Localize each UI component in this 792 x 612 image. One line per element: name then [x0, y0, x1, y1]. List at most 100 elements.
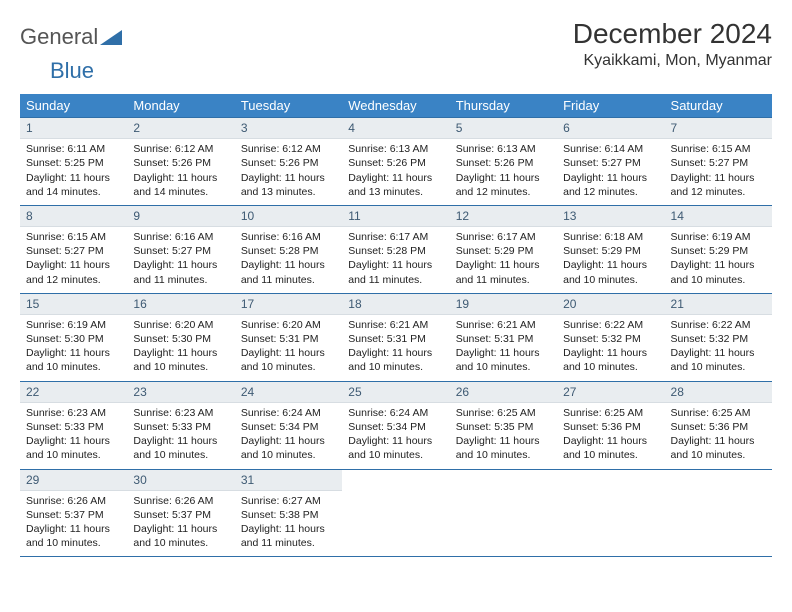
- brand-part1: General: [20, 24, 98, 50]
- brand-part2: Blue: [20, 58, 94, 83]
- sunrise-line: Sunrise: 6:24 AM: [241, 406, 336, 420]
- daylight-line: Daylight: 11 hours and 10 minutes.: [348, 346, 443, 374]
- day-number: 8: [20, 206, 127, 227]
- day-body: Sunrise: 6:21 AMSunset: 5:31 PMDaylight:…: [342, 315, 449, 381]
- day-body: Sunrise: 6:13 AMSunset: 5:26 PMDaylight:…: [342, 139, 449, 205]
- sunset-line: Sunset: 5:30 PM: [133, 332, 228, 346]
- sunrise-line: Sunrise: 6:25 AM: [671, 406, 766, 420]
- day-body: Sunrise: 6:18 AMSunset: 5:29 PMDaylight:…: [557, 227, 664, 293]
- calendar-day-cell: [450, 469, 557, 557]
- daylight-line: Daylight: 11 hours and 13 minutes.: [348, 171, 443, 199]
- sunrise-line: Sunrise: 6:17 AM: [456, 230, 551, 244]
- daylight-line: Daylight: 11 hours and 10 minutes.: [241, 346, 336, 374]
- sunset-line: Sunset: 5:30 PM: [26, 332, 121, 346]
- day-body: Sunrise: 6:20 AMSunset: 5:30 PMDaylight:…: [127, 315, 234, 381]
- day-body: Sunrise: 6:21 AMSunset: 5:31 PMDaylight:…: [450, 315, 557, 381]
- sunset-line: Sunset: 5:32 PM: [671, 332, 766, 346]
- day-body: Sunrise: 6:24 AMSunset: 5:34 PMDaylight:…: [235, 403, 342, 469]
- calendar-day-cell: 14Sunrise: 6:19 AMSunset: 5:29 PMDayligh…: [665, 205, 772, 293]
- calendar-day-cell: 19Sunrise: 6:21 AMSunset: 5:31 PMDayligh…: [450, 293, 557, 381]
- calendar-day-cell: 31Sunrise: 6:27 AMSunset: 5:38 PMDayligh…: [235, 469, 342, 557]
- day-number: 9: [127, 206, 234, 227]
- calendar-day-cell: 2Sunrise: 6:12 AMSunset: 5:26 PMDaylight…: [127, 118, 234, 206]
- day-body: Sunrise: 6:14 AMSunset: 5:27 PMDaylight:…: [557, 139, 664, 205]
- sunset-line: Sunset: 5:32 PM: [563, 332, 658, 346]
- sunset-line: Sunset: 5:27 PM: [26, 244, 121, 258]
- sunrise-line: Sunrise: 6:22 AM: [671, 318, 766, 332]
- calendar-week-row: 29Sunrise: 6:26 AMSunset: 5:37 PMDayligh…: [20, 469, 772, 557]
- title-block: December 2024 Kyaikkami, Mon, Myanmar: [573, 18, 772, 70]
- calendar-day-cell: 7Sunrise: 6:15 AMSunset: 5:27 PMDaylight…: [665, 118, 772, 206]
- daylight-line: Daylight: 11 hours and 11 minutes.: [133, 258, 228, 286]
- daylight-line: Daylight: 11 hours and 10 minutes.: [241, 434, 336, 462]
- calendar-day-cell: 28Sunrise: 6:25 AMSunset: 5:36 PMDayligh…: [665, 381, 772, 469]
- sunset-line: Sunset: 5:28 PM: [241, 244, 336, 258]
- calendar-week-row: 8Sunrise: 6:15 AMSunset: 5:27 PMDaylight…: [20, 205, 772, 293]
- sunrise-line: Sunrise: 6:24 AM: [348, 406, 443, 420]
- day-body: Sunrise: 6:25 AMSunset: 5:36 PMDaylight:…: [557, 403, 664, 469]
- day-number: 13: [557, 206, 664, 227]
- sunrise-line: Sunrise: 6:17 AM: [348, 230, 443, 244]
- calendar-day-cell: 6Sunrise: 6:14 AMSunset: 5:27 PMDaylight…: [557, 118, 664, 206]
- sunrise-line: Sunrise: 6:16 AM: [241, 230, 336, 244]
- day-body: Sunrise: 6:15 AMSunset: 5:27 PMDaylight:…: [20, 227, 127, 293]
- sunrise-line: Sunrise: 6:23 AM: [133, 406, 228, 420]
- sunset-line: Sunset: 5:29 PM: [671, 244, 766, 258]
- day-number: 14: [665, 206, 772, 227]
- calendar-day-cell: 10Sunrise: 6:16 AMSunset: 5:28 PMDayligh…: [235, 205, 342, 293]
- sunset-line: Sunset: 5:26 PM: [133, 156, 228, 170]
- sunrise-line: Sunrise: 6:12 AM: [133, 142, 228, 156]
- sunrise-line: Sunrise: 6:20 AM: [241, 318, 336, 332]
- daylight-line: Daylight: 11 hours and 11 minutes.: [241, 522, 336, 550]
- day-body: Sunrise: 6:12 AMSunset: 5:26 PMDaylight:…: [127, 139, 234, 205]
- sunset-line: Sunset: 5:26 PM: [348, 156, 443, 170]
- day-number: 28: [665, 382, 772, 403]
- daylight-line: Daylight: 11 hours and 10 minutes.: [563, 258, 658, 286]
- sunrise-line: Sunrise: 6:21 AM: [348, 318, 443, 332]
- day-body: Sunrise: 6:19 AMSunset: 5:30 PMDaylight:…: [20, 315, 127, 381]
- sunset-line: Sunset: 5:36 PM: [563, 420, 658, 434]
- day-number: 26: [450, 382, 557, 403]
- sunset-line: Sunset: 5:31 PM: [348, 332, 443, 346]
- day-body: Sunrise: 6:24 AMSunset: 5:34 PMDaylight:…: [342, 403, 449, 469]
- daylight-line: Daylight: 11 hours and 11 minutes.: [241, 258, 336, 286]
- daylight-line: Daylight: 11 hours and 12 minutes.: [563, 171, 658, 199]
- day-number: 20: [557, 294, 664, 315]
- sunrise-line: Sunrise: 6:25 AM: [563, 406, 658, 420]
- sunset-line: Sunset: 5:31 PM: [241, 332, 336, 346]
- day-number: 3: [235, 118, 342, 139]
- daylight-line: Daylight: 11 hours and 10 minutes.: [671, 258, 766, 286]
- day-number: 12: [450, 206, 557, 227]
- calendar-day-cell: 25Sunrise: 6:24 AMSunset: 5:34 PMDayligh…: [342, 381, 449, 469]
- sunrise-line: Sunrise: 6:14 AM: [563, 142, 658, 156]
- day-number: 11: [342, 206, 449, 227]
- day-number: 21: [665, 294, 772, 315]
- day-number: 31: [235, 470, 342, 491]
- daylight-line: Daylight: 11 hours and 10 minutes.: [26, 434, 121, 462]
- daylight-line: Daylight: 11 hours and 12 minutes.: [456, 171, 551, 199]
- day-body: Sunrise: 6:27 AMSunset: 5:38 PMDaylight:…: [235, 491, 342, 557]
- day-number: 1: [20, 118, 127, 139]
- brand-logo: General: [20, 18, 122, 50]
- calendar-body: 1Sunrise: 6:11 AMSunset: 5:25 PMDaylight…: [20, 118, 772, 557]
- weekday-header: Thursday: [450, 94, 557, 118]
- weekday-header: Monday: [127, 94, 234, 118]
- day-body: Sunrise: 6:25 AMSunset: 5:35 PMDaylight:…: [450, 403, 557, 469]
- calendar-day-cell: 24Sunrise: 6:24 AMSunset: 5:34 PMDayligh…: [235, 381, 342, 469]
- day-number: 30: [127, 470, 234, 491]
- calendar-day-cell: 5Sunrise: 6:13 AMSunset: 5:26 PMDaylight…: [450, 118, 557, 206]
- day-number: 29: [20, 470, 127, 491]
- sunset-line: Sunset: 5:33 PM: [26, 420, 121, 434]
- day-body: Sunrise: 6:23 AMSunset: 5:33 PMDaylight:…: [127, 403, 234, 469]
- day-number: 7: [665, 118, 772, 139]
- day-body: Sunrise: 6:26 AMSunset: 5:37 PMDaylight:…: [20, 491, 127, 557]
- sunset-line: Sunset: 5:25 PM: [26, 156, 121, 170]
- sunset-line: Sunset: 5:34 PM: [241, 420, 336, 434]
- daylight-line: Daylight: 11 hours and 10 minutes.: [456, 346, 551, 374]
- calendar-day-cell: 18Sunrise: 6:21 AMSunset: 5:31 PMDayligh…: [342, 293, 449, 381]
- month-title: December 2024: [573, 18, 772, 50]
- day-number: 6: [557, 118, 664, 139]
- daylight-line: Daylight: 11 hours and 10 minutes.: [671, 346, 766, 374]
- calendar-day-cell: 23Sunrise: 6:23 AMSunset: 5:33 PMDayligh…: [127, 381, 234, 469]
- calendar-week-row: 1Sunrise: 6:11 AMSunset: 5:25 PMDaylight…: [20, 118, 772, 206]
